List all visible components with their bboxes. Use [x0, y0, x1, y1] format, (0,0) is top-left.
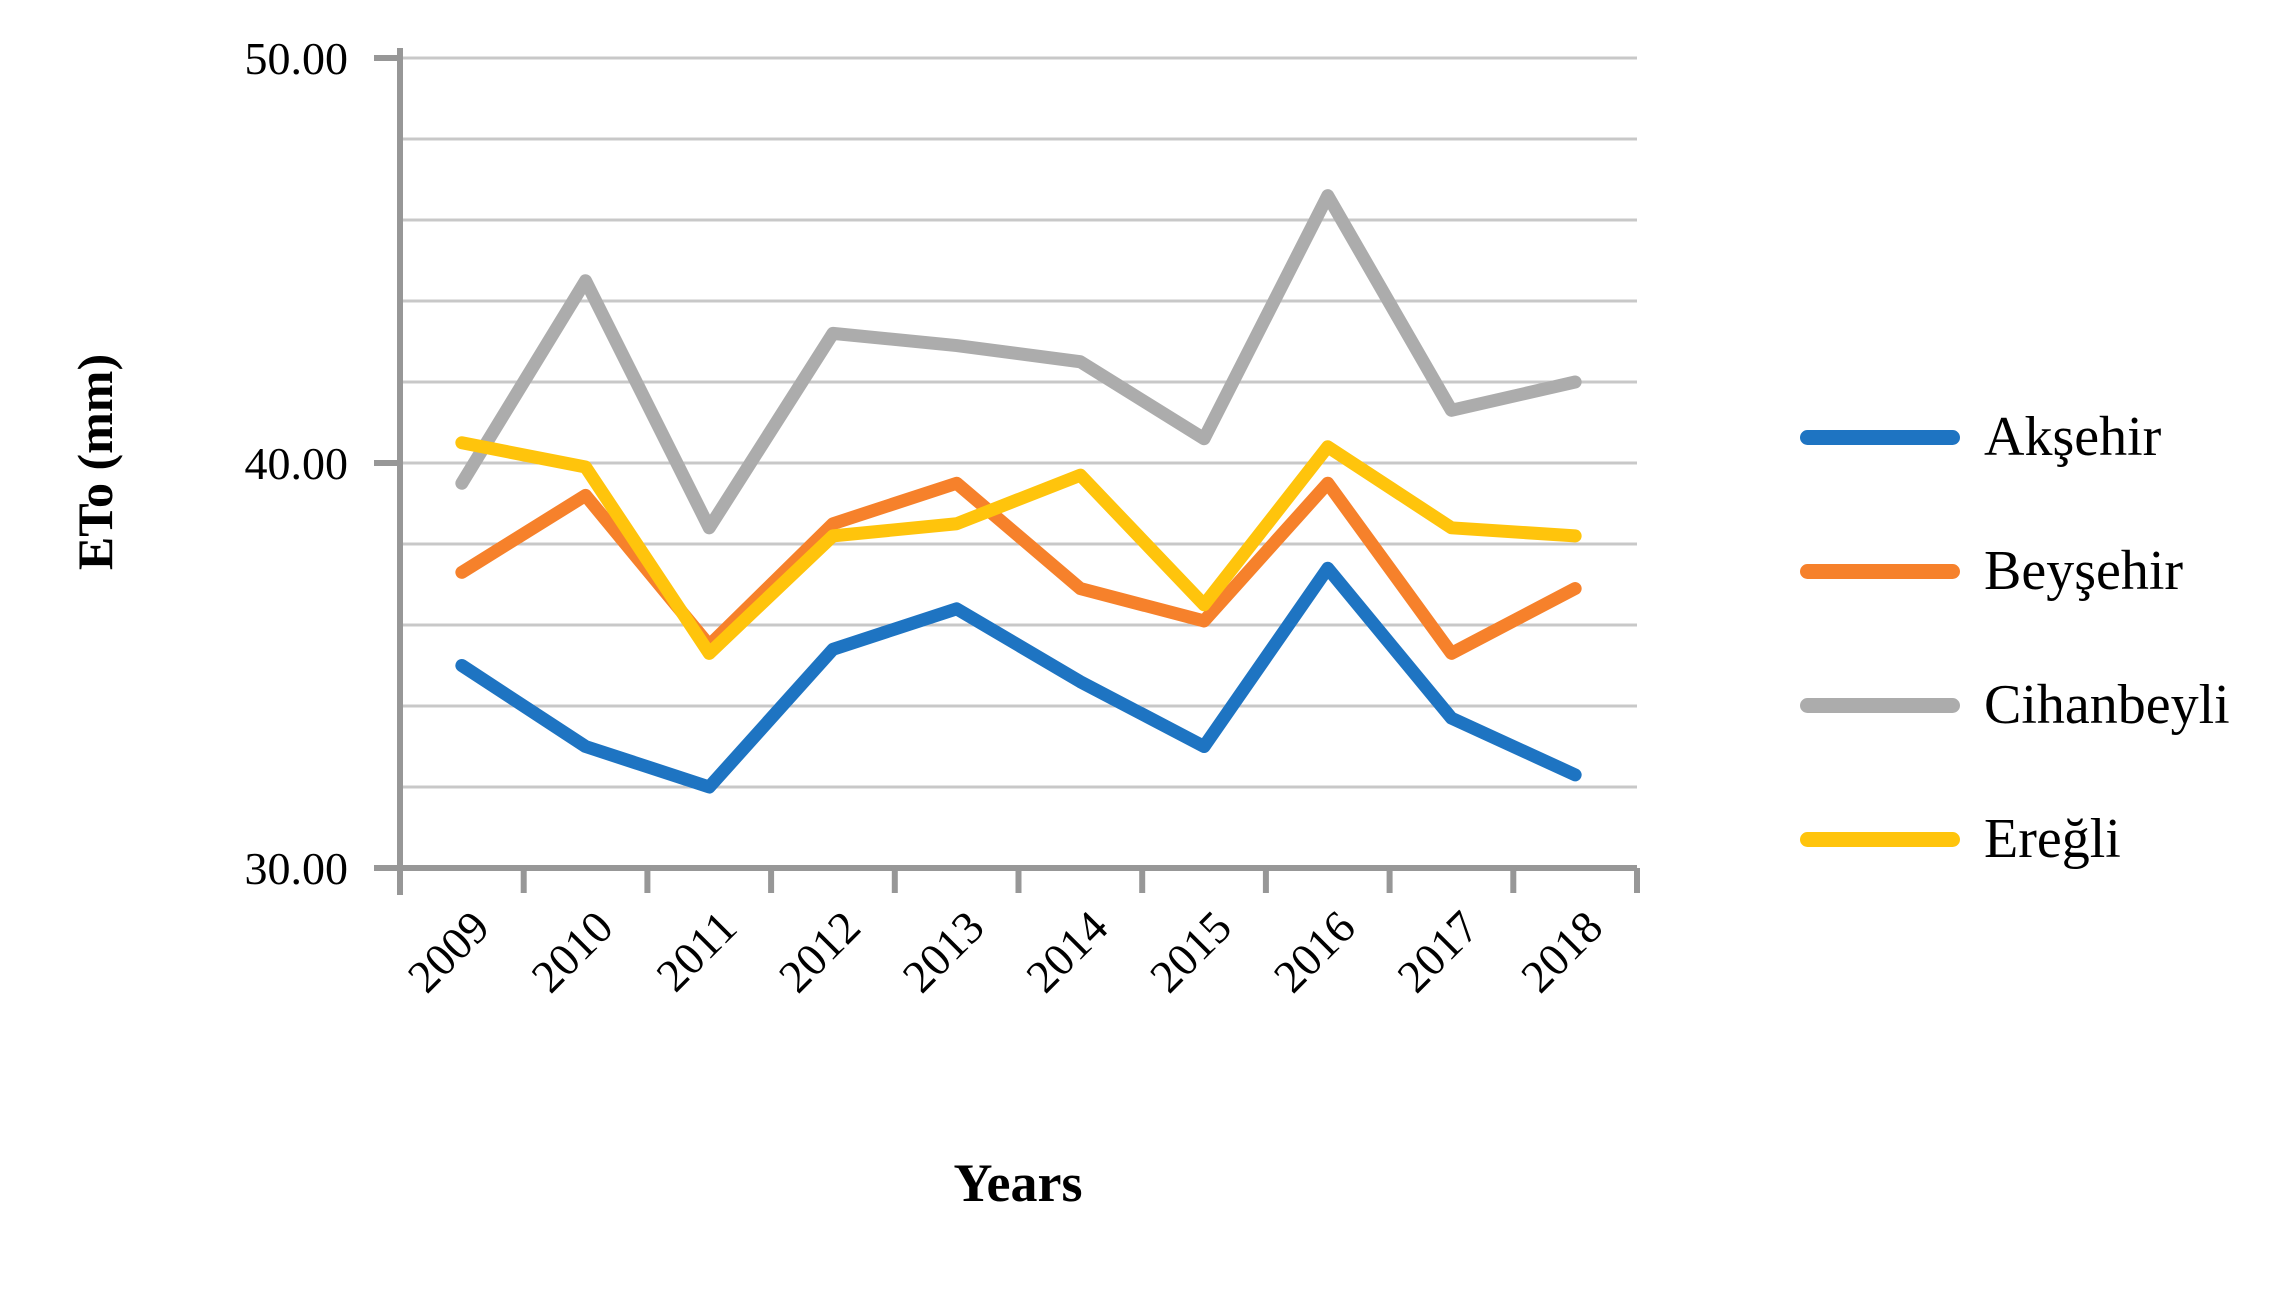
legend-item-1: Beyşehir: [1800, 537, 2230, 605]
x-tick-label: 2010: [522, 901, 623, 1002]
legend-swatch: [1800, 697, 1960, 713]
y-tick-label: 40.00: [245, 438, 349, 489]
legend-swatch: [1800, 563, 1960, 579]
legend-item-3: Ereğli: [1800, 805, 2230, 873]
x-tick-label: 2015: [1140, 901, 1241, 1002]
y-tick-label: 30.00: [245, 843, 349, 894]
legend-label: Cihanbeyli: [1984, 674, 2230, 736]
x-tick-label: 2011: [646, 901, 746, 1001]
legend-swatch: [1800, 831, 1960, 847]
y-tick-label: 50.00: [245, 33, 349, 84]
x-tick-label: 2009: [398, 901, 499, 1002]
y-axis-title: ETo (mm): [67, 353, 123, 571]
legend-item-2: Cihanbeyli: [1800, 671, 2230, 739]
x-axis-title: Years: [953, 1153, 1083, 1213]
legend-label: Beyşehir: [1984, 540, 2184, 602]
series-line-Beyşehir: [455, 476, 1582, 660]
series-line-Akşehir: [455, 561, 1582, 794]
legend-swatch: [1800, 429, 1960, 445]
x-tick-label: 2012: [769, 901, 870, 1002]
legend-label: Akşehir: [1984, 406, 2162, 468]
legend-item-0: Akşehir: [1800, 403, 2230, 471]
legend-label: Ereğli: [1984, 808, 2121, 870]
x-tick-label: 2018: [1511, 901, 1612, 1002]
legend: Akşehir Beyşehir Cihanbeyli Ereğli: [1800, 403, 2230, 939]
x-tick-label: 2013: [893, 901, 994, 1002]
x-tick-label: 2014: [1016, 901, 1117, 1002]
series-line-Ereğli: [455, 436, 1582, 660]
x-tick-label: 2016: [1264, 901, 1365, 1002]
series-line-Cihanbeyli: [455, 189, 1582, 535]
x-tick-label: 2017: [1387, 901, 1488, 1002]
